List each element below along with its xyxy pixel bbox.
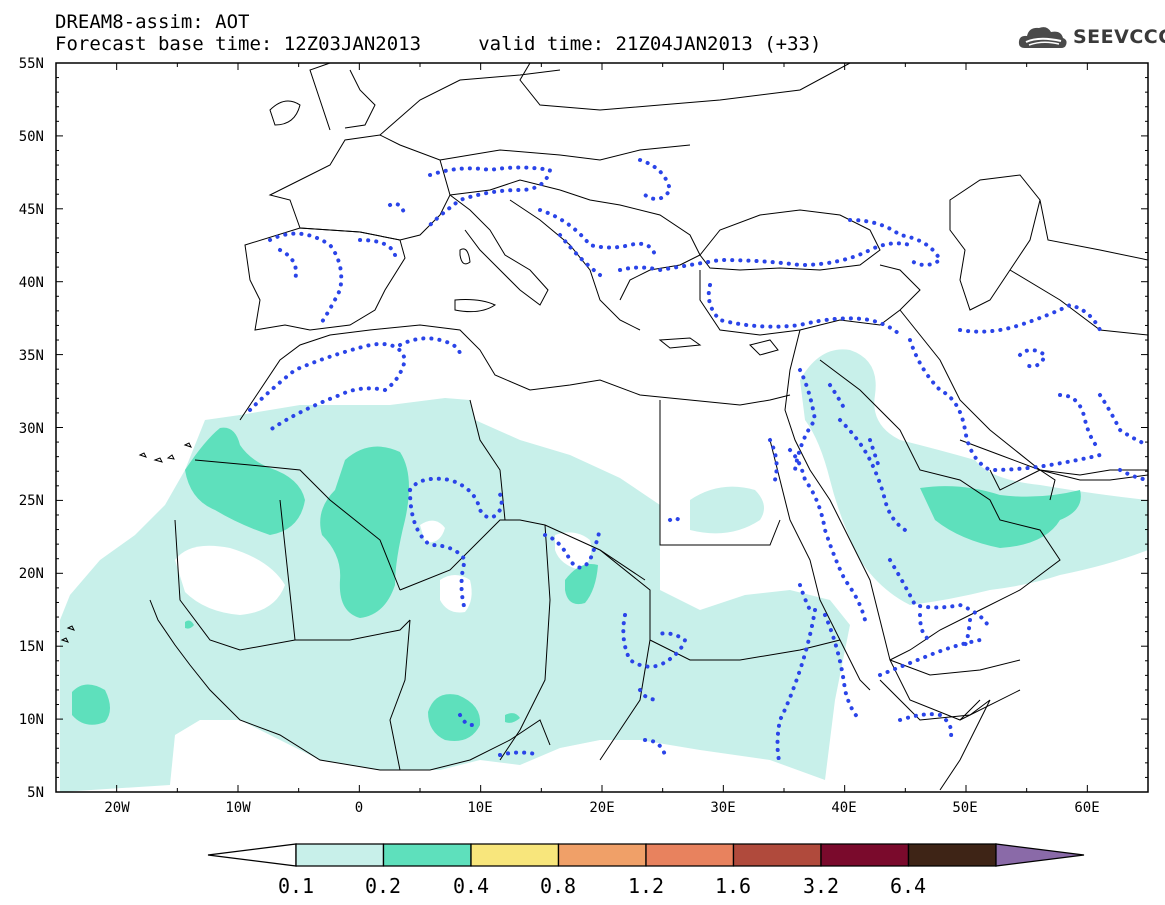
lon-tick-label: 0 xyxy=(355,800,363,816)
colorbar-segment xyxy=(557,843,647,867)
lat-tick-label: 35N xyxy=(19,348,44,364)
colorbar-label: 1.6 xyxy=(715,874,751,898)
colorbar-segment xyxy=(382,843,472,867)
logo-text: SEEVCCC xyxy=(1073,26,1165,48)
lon-tick-label: 20W xyxy=(104,800,130,816)
lon-tick-label: 50E xyxy=(952,800,977,816)
lon-tick-label: 60E xyxy=(1074,800,1099,816)
colorbar-label: 0.8 xyxy=(540,874,576,898)
chart-subtitle: Forecast base time: 12Z03JAN2013 valid t… xyxy=(55,33,822,55)
colorbar-segment xyxy=(820,843,910,867)
colorbar xyxy=(207,843,1085,867)
lat-tick-label: 15N xyxy=(19,639,44,655)
colorbar-arrow-high xyxy=(995,843,1085,867)
aot-contours-dotted xyxy=(248,158,1148,767)
colorbar-label: 0.2 xyxy=(365,874,401,898)
lon-tick-label: 30E xyxy=(710,800,735,816)
lat-tick-label: 55N xyxy=(19,56,44,72)
lon-tick-label: 10W xyxy=(225,800,251,816)
colorbar-label: 0.1 xyxy=(278,874,314,898)
colorbar-label: 6.4 xyxy=(890,874,926,898)
lon-tick-label: 20E xyxy=(589,800,614,816)
lat-tick-label: 10N xyxy=(19,712,44,728)
lat-tick-label: 50N xyxy=(19,129,44,145)
aot-field-holes xyxy=(175,520,592,615)
map-area xyxy=(60,63,1148,792)
colorbar-arrow-low xyxy=(207,843,297,867)
lat-tick-label: 30N xyxy=(19,421,44,437)
lon-tick-label: 10E xyxy=(467,800,492,816)
colorbar-segment xyxy=(295,843,385,867)
colorbar-segment xyxy=(645,843,735,867)
lat-tick-label: 25N xyxy=(19,493,44,509)
axis-ticks xyxy=(55,62,1149,793)
coastlines-and-borders xyxy=(60,63,1148,791)
lat-tick-label: 40N xyxy=(19,275,44,291)
colorbar-label: 1.2 xyxy=(628,874,664,898)
colorbar-label: 0.4 xyxy=(453,874,489,898)
lat-tick-label: 45N xyxy=(19,202,44,218)
lat-tick-label: 20N xyxy=(19,566,44,582)
cloud-icon xyxy=(1018,27,1067,48)
colorbar-label: 3.2 xyxy=(803,874,839,898)
lon-tick-label: 40E xyxy=(831,800,856,816)
colorbar-segment xyxy=(907,843,997,867)
colorbar-segment xyxy=(732,843,822,867)
colorbar-segment xyxy=(470,843,560,867)
chart-title: DREAM8-assim: AOT xyxy=(55,11,250,33)
lat-tick-label: 5N xyxy=(27,785,44,801)
colorbar-labels: 0.1 0.2 0.4 0.8 1.2 1.6 3.2 6.4 xyxy=(278,874,926,898)
lon-axis-labels: 20W 10W 0 10E 20E 30E 40E 50E 60E xyxy=(104,800,1099,816)
seevccc-logo: SEEVCCC xyxy=(1017,22,1165,52)
lat-axis-labels: 55N 50N 45N 40N 35N 30N 25N 20N 15N 10N … xyxy=(19,56,44,801)
aot-field-mid xyxy=(72,427,1081,741)
